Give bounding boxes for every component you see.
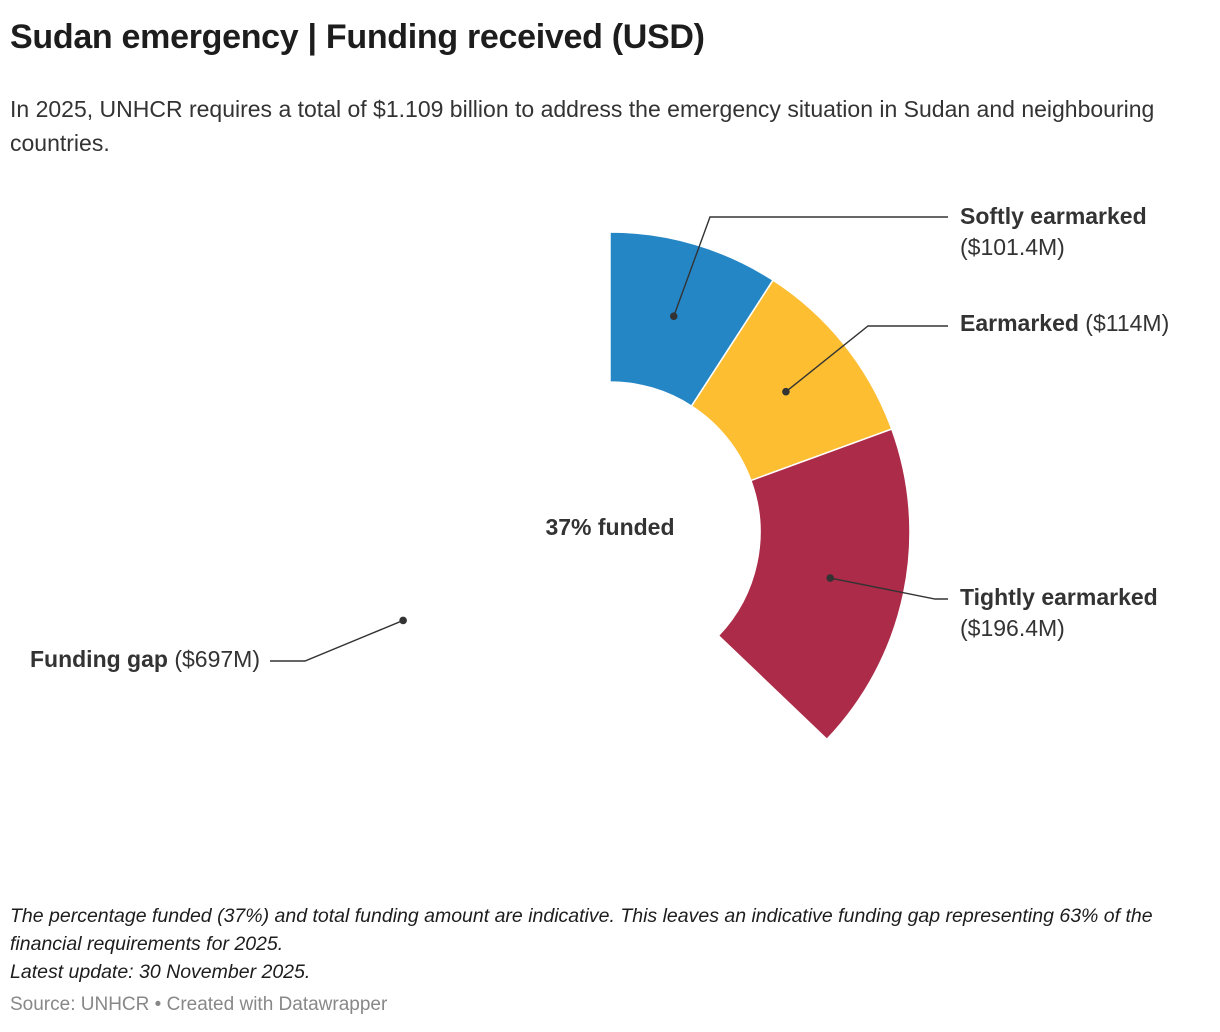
slice-label-funding-gap: Funding gap ($697M) <box>30 646 260 672</box>
center-label: 37% funded <box>545 514 674 540</box>
slice-group <box>609 231 911 741</box>
leader-line-funding-gap <box>270 619 404 662</box>
slice-label-softly-earmarked: Softly earmarked ($101.4M) <box>960 203 1147 260</box>
chart-footer: Source: UNHCR • Created with Datawrapper <box>10 994 387 1016</box>
leader-dot-softly-earmarked <box>669 312 678 321</box>
leader-line-earmarked <box>785 325 948 393</box>
leader-line-tightly-earmarked <box>830 577 948 600</box>
slice-label-value-tightly-earmarked: ($196.4M) <box>960 615 1065 641</box>
footer-separator: • <box>154 994 162 1015</box>
slice-label-name-softly-earmarked: Softly earmarked <box>960 203 1147 229</box>
slice-label-earmarked: Earmarked ($114M) <box>960 310 1169 336</box>
donut-chart: Softly earmarked ($101.4M) Earmarked ($114… <box>30 203 1169 741</box>
leader-dot-earmarked <box>782 387 790 396</box>
credit-link[interactable]: Created with Datawrapper <box>166 994 388 1015</box>
chart-title: Sudan emergency | Funding received (USD) <box>10 18 705 56</box>
chart-subtitle: In 2025, UNHCR requires a total of $1.10… <box>10 96 1155 156</box>
slice-label-name-tightly-earmarked: Tightly earmarked <box>960 584 1158 610</box>
leader-line-softly-earmarked <box>673 216 948 317</box>
slice-label-value-funding-gap: ($697M) <box>168 646 260 672</box>
leader-line-group <box>270 216 948 662</box>
leader-dot-funding-gap <box>399 616 407 625</box>
slice-label-name-funding-gap: Funding gap <box>30 646 168 672</box>
notes-line-1: The percentage funded (37%) and total fu… <box>10 905 1153 955</box>
chart-notes: The percentage funded (37%) and total fu… <box>10 902 1210 986</box>
slice-label-value-softly-earmarked: ($101.4M) <box>960 234 1065 260</box>
source-text: Source: UNHCR <box>10 994 150 1015</box>
slice-label-tightly-earmarked: Tightly earmarked ($196.4M) <box>960 584 1158 641</box>
slice-tightly-earmarked[interactable] <box>717 428 911 741</box>
slice-label-name-earmarked: Earmarked <box>960 310 1079 336</box>
leader-dot-tightly-earmarked <box>826 574 835 582</box>
notes-line-2: Latest update: 30 November 2025. <box>10 961 311 983</box>
slice-label-value-earmarked: ($114M) <box>1079 310 1169 336</box>
slice-label-group: Softly earmarked ($101.4M) Earmarked ($114… <box>30 203 1169 672</box>
